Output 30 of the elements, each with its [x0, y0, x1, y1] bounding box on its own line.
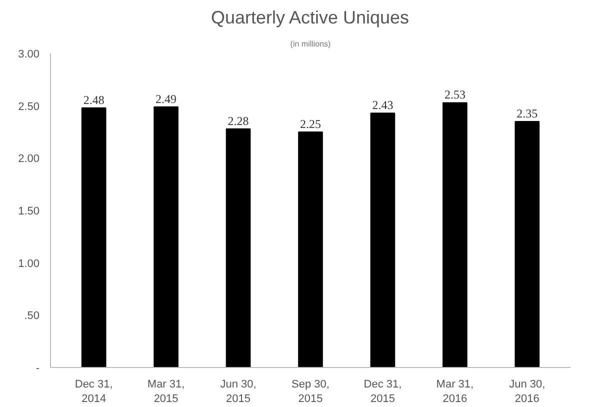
- x-tick-label: Sep 30, 2015: [292, 378, 330, 405]
- bar: [226, 128, 251, 368]
- x-tick-label: Jun 30, 2016: [509, 378, 546, 405]
- bar: [442, 102, 468, 368]
- bar: [154, 106, 178, 368]
- data-label: 2.49: [156, 92, 177, 106]
- x-tick-label: Dec 31, 2015: [364, 378, 402, 405]
- y-tick-label: 1.50: [18, 206, 40, 218]
- y-tick-label: 2.00: [18, 153, 40, 166]
- bar: [298, 132, 323, 368]
- bar: [81, 107, 106, 368]
- y-tick-label: 1.00: [18, 258, 40, 270]
- data-label: 2.48: [83, 92, 104, 107]
- y-tick-label: -: [36, 362, 40, 374]
- data-label: 2.43: [372, 98, 394, 112]
- y-tick-label: .50: [24, 310, 40, 322]
- bar: [514, 121, 540, 368]
- data-label: 2.35: [516, 106, 538, 121]
- data-label: 2.28: [228, 114, 249, 128]
- chart-title: Quarterly Active Uniques: [210, 8, 410, 28]
- x-tick-label: Mar 31, 2016: [436, 378, 474, 405]
- data-label: 2.25: [300, 117, 321, 131]
- y-tick-label: 2.50: [18, 100, 40, 113]
- chart-subtitle: (in millions): [290, 40, 332, 48]
- x-tick-label: Mar 31, 2015: [147, 378, 185, 405]
- x-tick-label: Jun 30, 2015: [220, 378, 256, 405]
- y-tick-label: 3.00: [18, 48, 40, 60]
- data-label: 2.53: [444, 88, 466, 102]
- bar: [370, 112, 396, 368]
- x-tick-label: Dec 31, 2014: [74, 378, 113, 405]
